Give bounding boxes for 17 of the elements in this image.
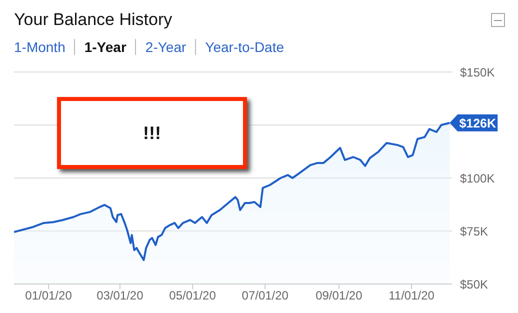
y-tick-label: $75K bbox=[460, 224, 488, 238]
text: 2-Year bbox=[135, 39, 196, 55]
text: 1-Year bbox=[74, 39, 136, 55]
x-tick-label: 11/01/20 bbox=[388, 288, 435, 303]
callout-box: !!! bbox=[57, 97, 247, 169]
x-tick-label: 07/01/20 bbox=[242, 288, 289, 303]
y-tick-label: $50K bbox=[460, 277, 488, 292]
chart-title: Your Balance History bbox=[14, 10, 172, 30]
x-tick-label: 03/01/20 bbox=[96, 288, 144, 303]
x-tick-label: 05/01/20 bbox=[169, 288, 216, 303]
y-tick-label: $150K bbox=[460, 65, 495, 80]
text: Year-to-Date bbox=[195, 39, 294, 55]
x-tick-label: 09/01/20 bbox=[316, 288, 363, 303]
y-tick-label: $100K bbox=[460, 171, 495, 186]
x-tick-label: 01/01/20 bbox=[25, 288, 72, 303]
text: 1-Month bbox=[14, 39, 66, 55]
annotation: $126K bbox=[459, 116, 496, 130]
